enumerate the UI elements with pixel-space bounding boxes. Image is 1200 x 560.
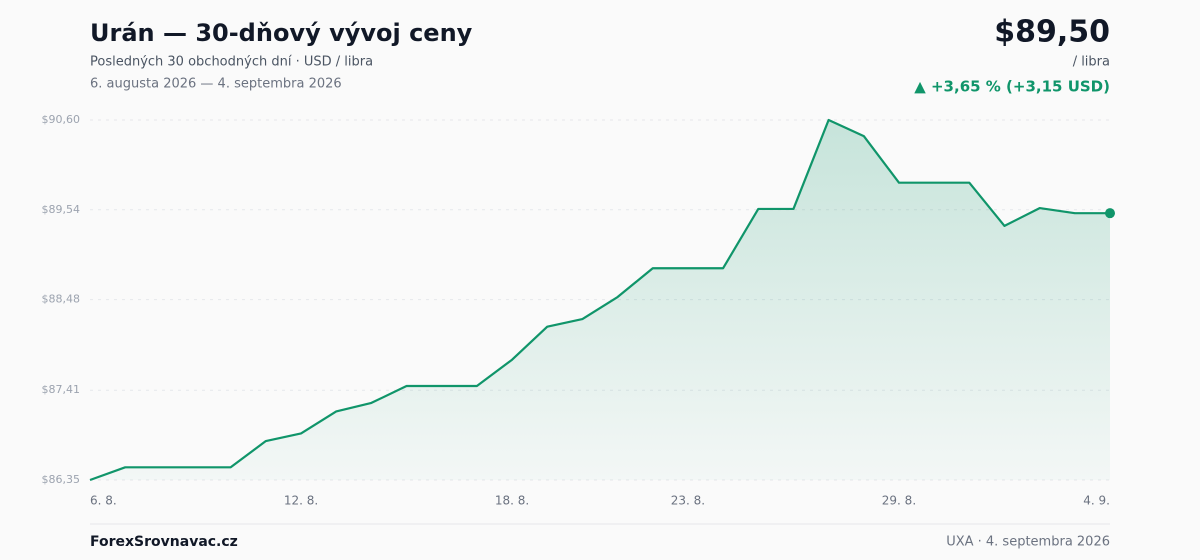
x-tick-label: 18. 8. <box>495 494 529 508</box>
y-tick-label: $86,35 <box>42 473 81 486</box>
chart-title: Urán — 30-dňový vývoj ceny <box>90 19 473 47</box>
brand: ForexSrovnavac.cz <box>90 534 238 550</box>
x-tick-label: 12. 8. <box>284 494 318 508</box>
y-tick-label: $89,54 <box>42 203 81 216</box>
x-tick-label: 4. 9. <box>1083 494 1110 508</box>
price: $89,50 <box>994 15 1110 50</box>
subtitle: Posledných 30 obchodných dní · USD / lib… <box>90 55 373 70</box>
y-tick-label: $90,60 <box>42 113 81 126</box>
line <box>89 118 1110 482</box>
date-range: 6. augusta 2026 — 4. septembra 2026 <box>90 77 342 92</box>
x-tick-label: 23. 8. <box>671 494 705 508</box>
source: UXA · 4. septembra 2026 <box>946 535 1110 550</box>
change: ▲ +3,65 % (+3,15 USD) <box>914 78 1110 96</box>
y-tick-label: $87,41 <box>42 383 81 396</box>
x-tick-label: 6. 8. <box>90 494 117 508</box>
end-point <box>1105 208 1115 219</box>
area <box>90 120 1110 480</box>
y-tick-label: $88,48 <box>42 293 81 306</box>
price-unit: / libra <box>1073 55 1110 70</box>
x-tick-label: 29. 8. <box>882 494 916 508</box>
